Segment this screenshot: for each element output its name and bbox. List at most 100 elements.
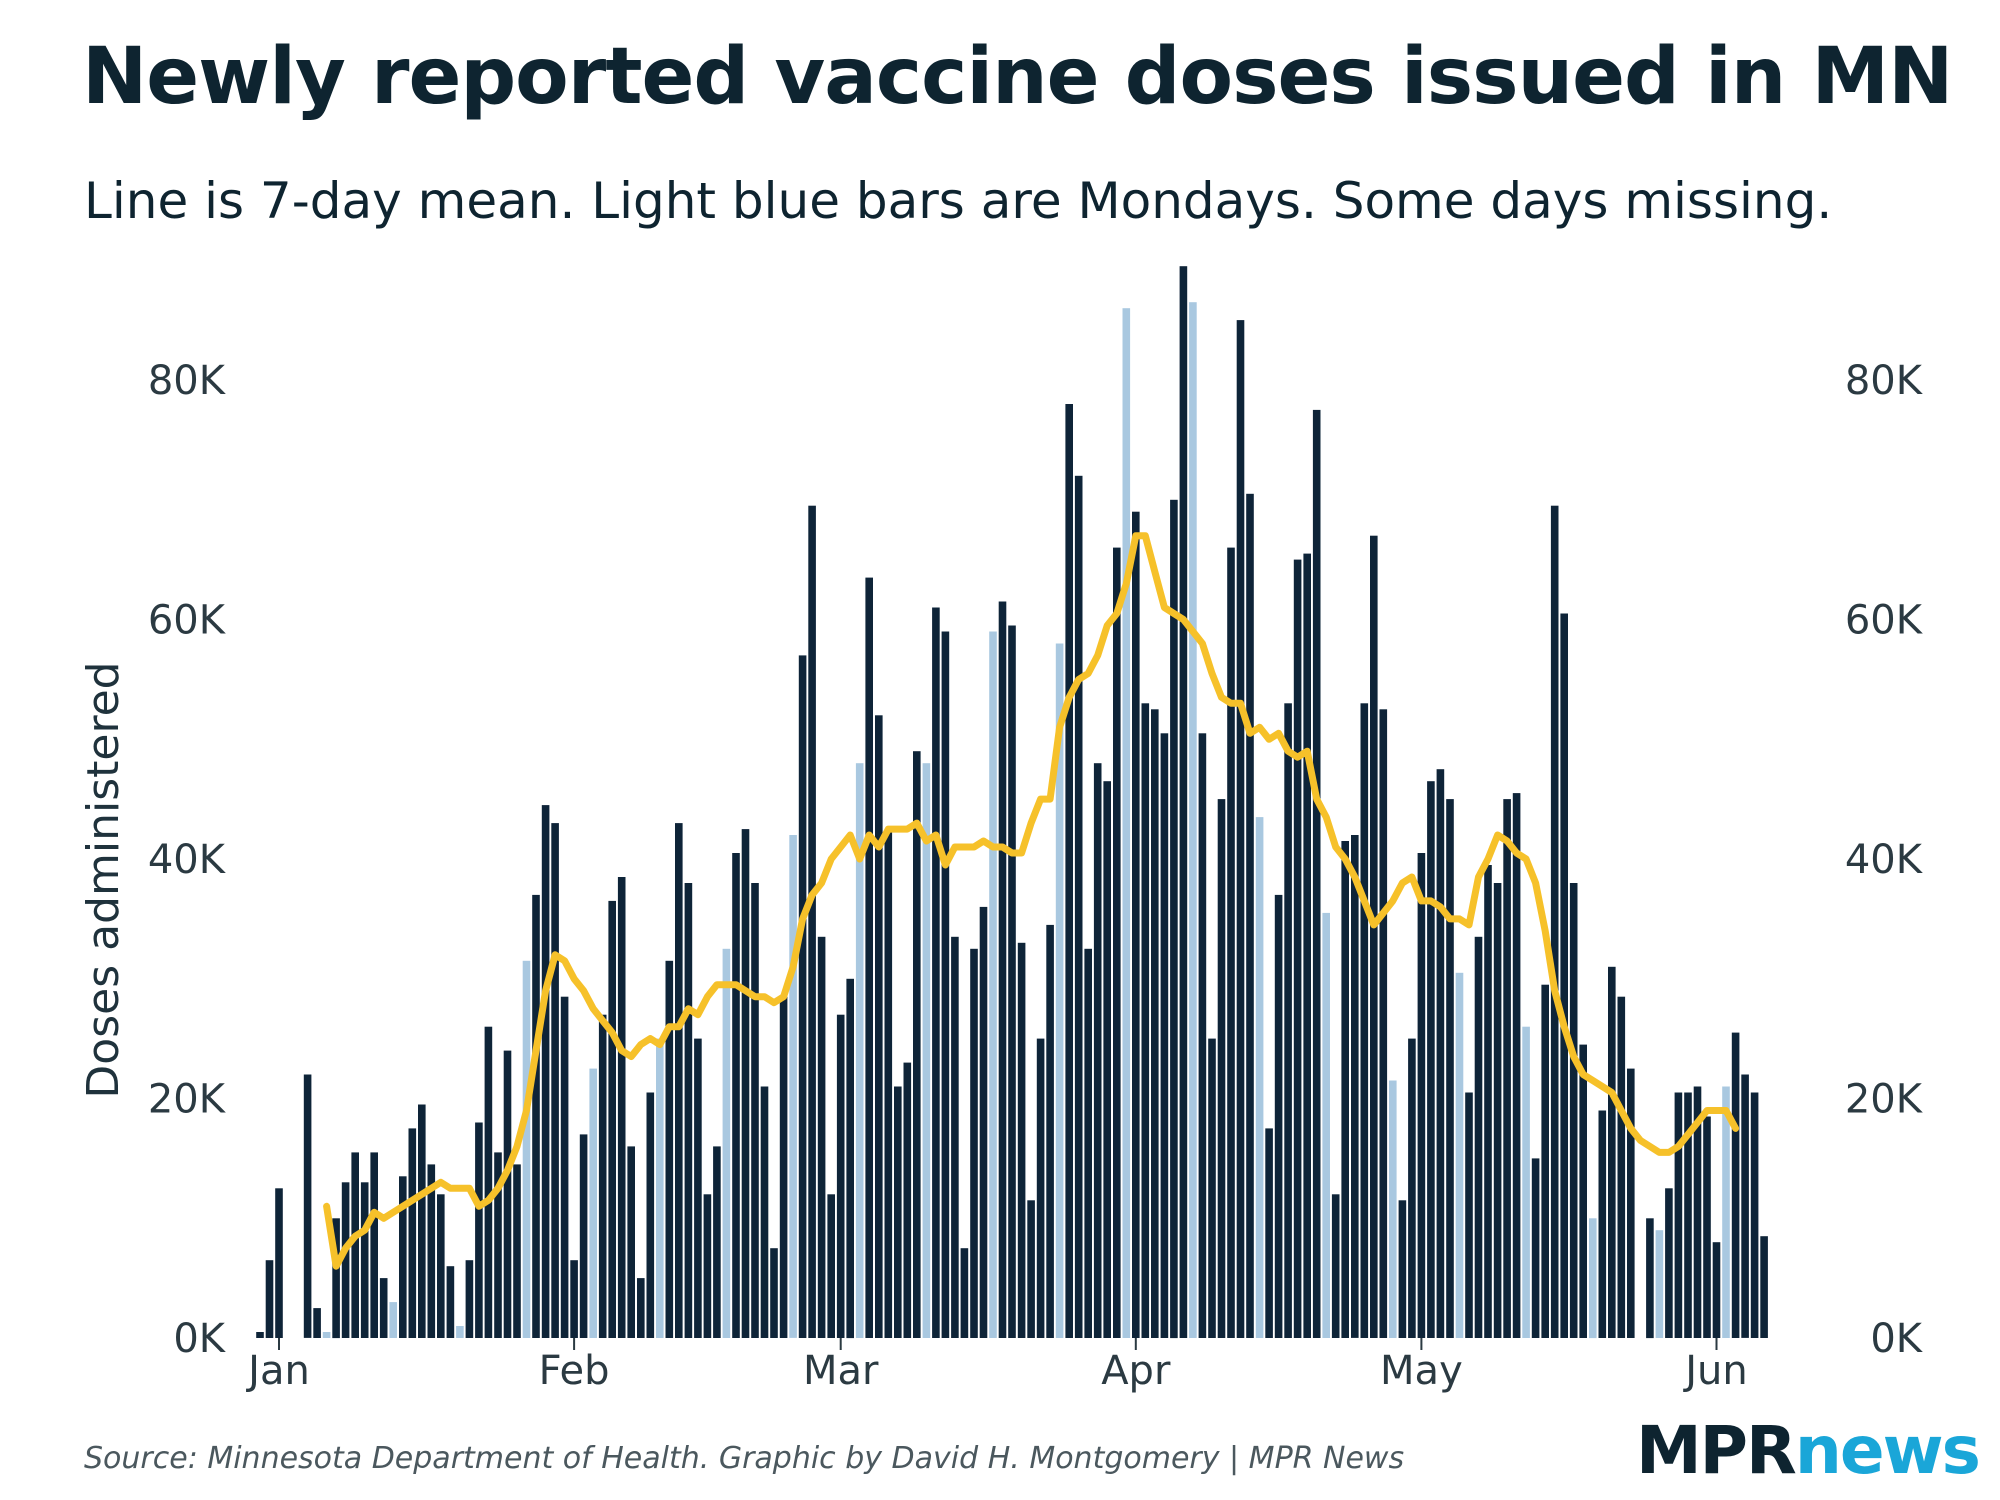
bar [1608,966,1616,1338]
y-tick-right: 40K [1845,837,1924,883]
bar [418,1104,426,1338]
y-tick-left: 40K [148,837,227,883]
bar [1293,559,1302,1338]
bar [503,1050,512,1338]
bar [1093,763,1102,1338]
bar [1627,1068,1635,1338]
bar [884,829,893,1338]
line-layer [323,532,1740,1270]
bar [532,894,540,1338]
bar [941,631,950,1338]
bar [1312,409,1321,1338]
bar [732,853,740,1338]
bar-monday [989,631,997,1338]
bar [1684,1092,1692,1338]
bar [1160,733,1169,1338]
bar [1036,1038,1045,1338]
bar-monday [1589,1218,1597,1339]
x-tick-label: May [1380,1348,1463,1394]
mpr-news-logo: MPRnews [1636,1418,1981,1484]
bar [1132,511,1140,1338]
bar [1017,942,1026,1338]
bar [827,1194,835,1338]
y-tick-left: 60K [148,598,227,644]
logo-news: news [1794,1412,1981,1489]
bar [332,1218,340,1339]
y-tick-right: 80K [1845,358,1924,404]
bar [1170,499,1178,1339]
bar [1074,475,1083,1338]
bar [1027,1200,1035,1338]
x-tick-label: Jun [1682,1348,1748,1394]
bar [760,1086,769,1338]
bar [1198,733,1207,1338]
bar [1217,799,1226,1338]
bar [675,823,683,1338]
bar [351,1152,359,1338]
bar [1084,948,1092,1338]
bar [1427,781,1435,1338]
bar [513,1164,521,1338]
bar [846,978,854,1339]
bar [751,883,759,1338]
chart-title: Newly reported vaccine doses issued in M… [82,32,1953,122]
bar [808,505,816,1338]
bar [1484,865,1492,1338]
bar-monday [322,1332,331,1338]
bar-monday [1389,1080,1397,1338]
y-axis-label: Doses administered [78,661,129,1098]
x-tick-label: Apr [1101,1348,1171,1394]
bar [1065,404,1073,1338]
bar [960,1248,969,1338]
bar [1512,793,1521,1338]
bar [1379,709,1388,1338]
bar [932,607,940,1338]
bar [370,1152,378,1338]
bar [265,1260,274,1338]
bar [1046,924,1054,1338]
bar [1474,936,1483,1338]
bar [399,1176,407,1338]
bar [608,900,616,1338]
bar-monday [1055,643,1064,1338]
bar-monday [389,1302,397,1338]
bar [770,1248,778,1338]
bar [446,1266,455,1338]
y-tick-right: 60K [1845,598,1924,644]
bar [1560,613,1568,1338]
chart-subtitle: Line is 7-day mean. Light blue bars are … [84,172,1833,230]
bar [646,1092,655,1338]
bar-monday [456,1326,464,1338]
bar [903,1062,912,1338]
bar [1331,1194,1340,1338]
y-tick-right: 0K [1870,1316,1923,1362]
bar-monday [1122,308,1131,1339]
bar-monday [1322,912,1330,1338]
x-tick-label: Jan [245,1348,310,1394]
bar [665,960,674,1338]
bar [979,906,988,1338]
bar [1436,769,1445,1338]
bars-layer [256,266,1768,1339]
bar [713,1146,721,1338]
bar [1370,535,1378,1338]
axes-layer: 0K 0K 20K 20K 40K 40K 60K 60K 80K 80K Jan Feb Mar Apr… [148,358,1924,1394]
bar [1531,1158,1540,1338]
bar [1141,703,1150,1338]
bar [1151,709,1159,1338]
bar [313,1308,321,1338]
bar [1503,799,1511,1338]
bar [836,1014,845,1338]
bar [560,996,569,1338]
bar [1008,625,1016,1338]
bar [275,1188,283,1338]
bar [1646,1218,1654,1339]
bar [684,883,693,1338]
bar [875,715,883,1338]
bar [1446,799,1454,1338]
bar-monday [722,948,731,1338]
bar [1703,1116,1711,1338]
x-tick-label: Feb [539,1348,610,1394]
bar [1674,1092,1683,1338]
source-note: Source: Minnesota Department of Health. … [84,1441,1405,1476]
